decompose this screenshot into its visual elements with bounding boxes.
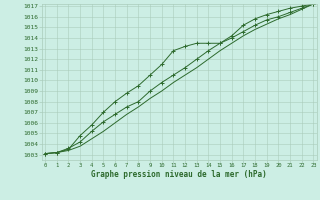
- X-axis label: Graphe pression niveau de la mer (hPa): Graphe pression niveau de la mer (hPa): [91, 170, 267, 179]
